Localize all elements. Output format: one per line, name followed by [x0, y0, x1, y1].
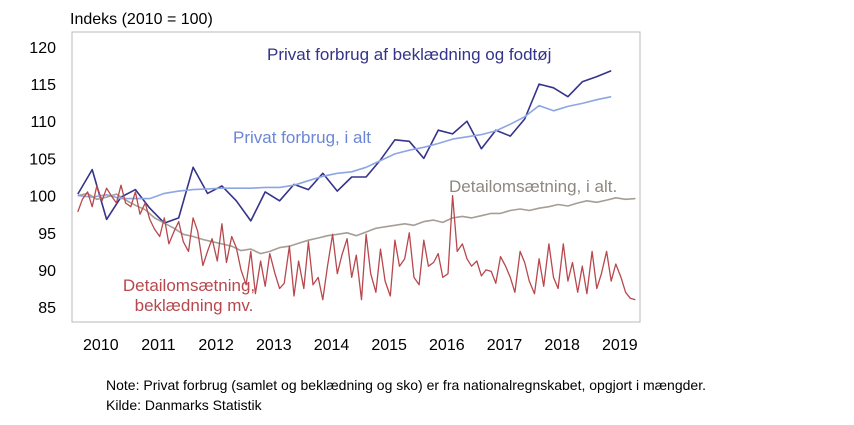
x-tick-label: 2010 [83, 337, 119, 354]
x-tick-label: 2018 [544, 337, 580, 354]
y-tick-label: 95 [38, 226, 56, 243]
series-line-0 [77, 69, 612, 224]
label-total-consumption: Privat forbrug, i alt [233, 128, 371, 147]
series-line-3 [77, 184, 636, 301]
label-retail-clothing-line2: beklædning mv. [135, 296, 254, 315]
y-tick-label: 120 [29, 40, 56, 57]
y-tick-label: 100 [29, 189, 56, 206]
label-retail-total: Detailomsætning, i alt. [449, 177, 617, 196]
label-retail-clothing-line1: Detailomsætning, [123, 276, 255, 295]
y-tick-label: 105 [29, 151, 56, 168]
x-tick-label: 2012 [198, 337, 234, 354]
x-axis: 2010 2011 2012 2013 2014 2015 2016 2017 2018 2019 [83, 337, 638, 354]
y-tick-label: 85 [38, 300, 56, 317]
y-axis-title: Indeks (2010 = 100) [70, 11, 213, 28]
x-tick-label: 2016 [429, 337, 465, 354]
x-tick-label: 2011 [141, 337, 176, 354]
chart-source: Kilde: Danmarks Statistik [106, 397, 262, 413]
x-tick-label: 2014 [314, 337, 350, 354]
y-axis: 85 90 95 100 105 110 115 120 [29, 40, 56, 317]
label-clothing-consumption: Privat forbrug af beklædning og fodtøj [267, 45, 551, 64]
series-line-2 [77, 192, 636, 255]
series-lines [77, 69, 636, 301]
y-tick-label: 110 [30, 114, 56, 131]
y-tick-label: 115 [30, 77, 56, 94]
x-tick-label: 2019 [602, 337, 638, 354]
x-tick-label: 2015 [371, 337, 407, 354]
y-tick-label: 90 [38, 263, 56, 280]
series-line-1 [77, 95, 612, 200]
x-tick-label: 2017 [487, 337, 523, 354]
chart-note: Note: Privat forbrug (samlet og beklædni… [106, 377, 706, 393]
x-tick-label: 2013 [256, 337, 292, 354]
